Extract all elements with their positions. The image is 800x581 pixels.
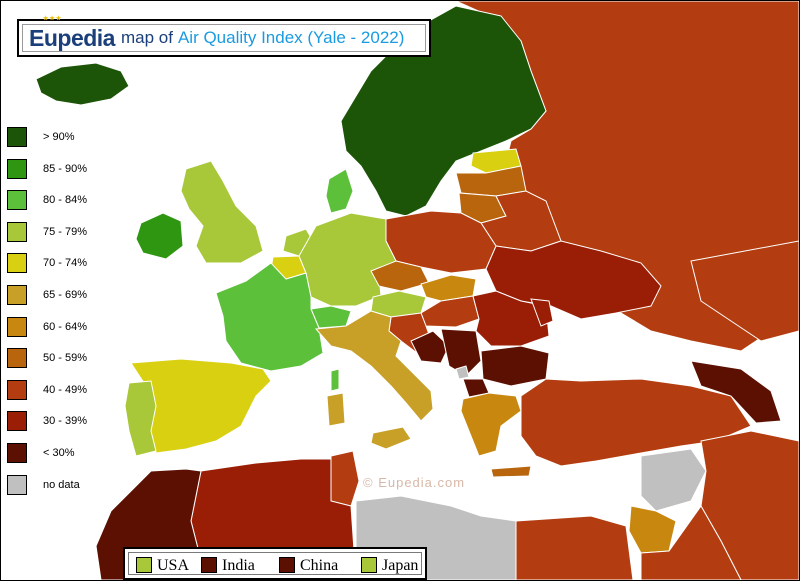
region-jordan (628, 505, 677, 554)
legend-swatch (7, 379, 27, 400)
region-romania (472, 290, 550, 347)
legend-label: no data (43, 478, 80, 491)
region-ireland (135, 212, 184, 260)
region-germany (298, 212, 397, 307)
region-iraq (700, 430, 799, 580)
comparison-inner: USA India China Japan (128, 552, 422, 575)
title-topic: Air Quality Index (Yale - 2022) (177, 28, 405, 47)
comparison-label: USA (157, 557, 190, 574)
legend-label: 70 - 74% (43, 257, 88, 270)
title-middle: map of (120, 28, 173, 47)
legend-item: > 90% (7, 127, 127, 149)
region-moldova (530, 298, 554, 327)
legend-item: 75 - 79% (7, 221, 127, 244)
legend-item: 40 - 49% (7, 379, 127, 402)
legend-item: 70 - 74% (7, 253, 127, 275)
region-crete (490, 465, 532, 478)
title-box: ★★★ Eupedia map of Air Quality Index (Yal… (17, 16, 431, 57)
comparison-swatch (361, 557, 377, 573)
region-italy (314, 310, 434, 422)
comparison-box: USA India China Japan (123, 547, 427, 580)
comparison-label: Japan (382, 557, 419, 574)
comparison-swatch (201, 557, 217, 573)
region-uk (180, 160, 264, 264)
comparison-label: India (222, 557, 255, 574)
comparison-swatch (279, 557, 295, 573)
legend-swatch (7, 316, 27, 337)
region-greece (460, 392, 522, 457)
region-tunisia (330, 450, 360, 507)
region-hungary (420, 295, 480, 328)
legend-item: 65 - 69% (7, 285, 127, 307)
region-kazakhstan (690, 240, 799, 342)
legend-swatch (7, 348, 27, 369)
legend-item: 30 - 39% (7, 411, 127, 433)
legend-label: 30 - 39% (43, 415, 88, 428)
region-iceland (35, 62, 130, 106)
legend-swatch (7, 411, 27, 432)
legend-label: 60 - 64% (43, 320, 88, 333)
legend-label: > 90% (43, 131, 75, 143)
brand-logo: ★★★ Eupedia (29, 16, 115, 52)
region-bosnia (410, 330, 450, 364)
legend-swatch (7, 474, 27, 495)
legend-swatch (7, 190, 27, 211)
legend-swatch (7, 253, 27, 274)
legend-swatch (7, 285, 27, 305)
legend-swatch (7, 158, 27, 179)
region-caucasus (690, 360, 782, 424)
region-denmark (325, 168, 354, 214)
region-sicily (370, 426, 412, 450)
legend-item: 85 - 90% (7, 158, 127, 181)
eu-stars-icon: ★★★ (43, 15, 63, 22)
legend-item: 50 - 59% (7, 348, 127, 370)
legend-item: 60 - 64% (7, 316, 127, 339)
region-sardinia (326, 392, 346, 427)
legend-label: < 30% (43, 447, 75, 459)
legend-label: 80 - 84% (43, 194, 88, 207)
watermark: © Eupedia.com (363, 475, 466, 490)
legend-label: 75 - 79% (43, 225, 88, 238)
region-egypt (515, 515, 634, 580)
region-kosovo (455, 365, 470, 380)
legend-item: 80 - 84% (7, 190, 127, 212)
legend-label: 65 - 69% (43, 289, 88, 301)
region-portugal (124, 380, 157, 457)
legend-label: 50 - 59% (43, 352, 88, 365)
legend-item: no data (7, 474, 127, 497)
region-serbia (440, 328, 482, 377)
region-france (215, 262, 324, 372)
region-saudi (640, 505, 742, 580)
comparison-swatch (136, 557, 152, 573)
legend-swatch (7, 127, 27, 147)
brand-name: Eupedia (29, 24, 115, 51)
legend-swatch (7, 443, 27, 463)
region-syria (640, 448, 707, 512)
comparison-label: China (300, 557, 339, 574)
region-bulgaria (480, 345, 550, 387)
region-scandinavia (340, 5, 547, 217)
legend-label: 85 - 90% (43, 162, 88, 175)
legend-swatch (7, 221, 27, 242)
title-inner: ★★★ Eupedia map of Air Quality Index (Yal… (22, 16, 426, 52)
legend-label: 40 - 49% (43, 383, 88, 396)
legend-item: < 30% (7, 443, 127, 465)
region-corsica (330, 368, 340, 392)
